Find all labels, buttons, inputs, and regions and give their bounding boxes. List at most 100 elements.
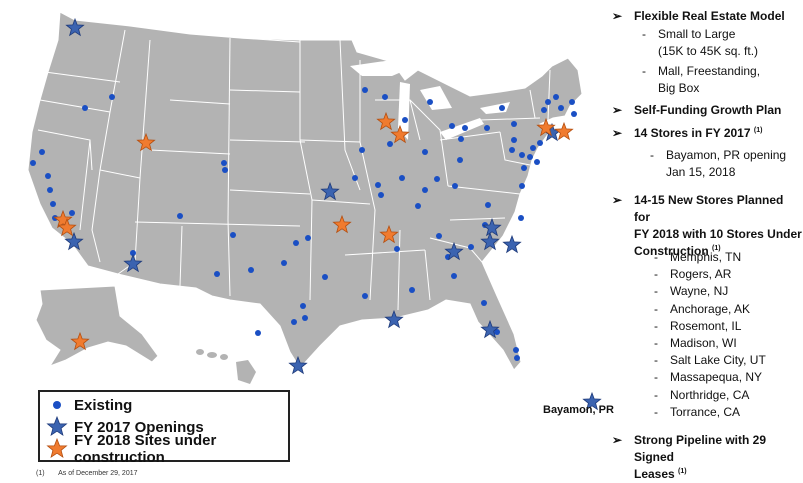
legend-openings-2017: FY 2017 Openings xyxy=(46,416,204,438)
existing-store-dot xyxy=(434,176,440,182)
planned-store-item: - Salt Lake City, UT xyxy=(654,353,766,368)
puerto-rico-label: Bayamon, PR xyxy=(543,404,614,416)
blue-star-icon xyxy=(46,416,68,438)
existing-store-dot xyxy=(451,273,457,279)
existing-store-dot xyxy=(255,330,261,336)
footnote: (1) As of December 29, 2017 xyxy=(36,470,138,477)
existing-store-dot xyxy=(558,105,564,111)
legend-existing-label: Existing xyxy=(74,396,133,414)
planned-store-item: - Rosemont, IL xyxy=(654,318,742,333)
existing-store-dot xyxy=(468,244,474,250)
existing-store-dot xyxy=(30,160,36,166)
fy2018-site-star xyxy=(332,214,352,234)
legend-openings-2017-label: FY 2017 Openings xyxy=(74,418,204,436)
existing-store-dot xyxy=(530,145,536,151)
orange-star-icon xyxy=(46,438,68,460)
planned-store-item: - Rogers, AR xyxy=(654,267,732,282)
existing-store-dot xyxy=(322,274,328,280)
existing-store-dot xyxy=(222,167,228,173)
bullet-title: Self-Funding Growth Plan xyxy=(634,103,782,117)
existing-store-dot xyxy=(230,232,236,238)
existing-store-dot xyxy=(221,160,227,166)
bullet-self-funding: ➢ Self-Funding Growth Plan xyxy=(612,102,781,119)
existing-store-dot xyxy=(402,117,408,123)
chevron-right-icon: ➢ xyxy=(612,103,623,117)
fy2018-site-star xyxy=(536,117,556,137)
fy2017-opening-star xyxy=(64,231,84,251)
existing-store-dot xyxy=(409,287,415,293)
fy2018-site-star xyxy=(57,217,77,237)
existing-store-dot xyxy=(130,250,136,256)
existing-store-dot xyxy=(302,315,308,321)
existing-store-dot xyxy=(39,149,45,155)
existing-store-dot xyxy=(382,94,388,100)
bullet-stores-2017: ➢ 14 Stores in FY 2017 (1) xyxy=(612,126,763,140)
fy2017-opening-star xyxy=(384,309,404,329)
fy2017-opening-star xyxy=(502,234,522,254)
existing-store-dot xyxy=(109,94,115,100)
fy2018-site-star xyxy=(379,224,399,244)
fy2017-opening-star xyxy=(582,391,602,411)
existing-store-dot xyxy=(519,183,525,189)
planned-store-item: - Wayne, NJ xyxy=(654,284,729,299)
planned-store-item: - Torrance, CA xyxy=(654,404,741,419)
fy2018-site-star xyxy=(136,132,156,152)
existing-store-dot xyxy=(47,187,53,193)
planned-store-item: - Northridge, CA xyxy=(654,387,750,402)
fy2018-site-star xyxy=(390,124,410,144)
existing-store-dot xyxy=(177,213,183,219)
fy2018-site-star xyxy=(53,209,73,229)
bullet-sub-item: Big Box xyxy=(658,81,700,95)
existing-store-dot xyxy=(537,140,543,146)
existing-store-dot xyxy=(484,125,490,131)
planned-store-item: - Anchorage, AK xyxy=(654,301,751,316)
legend-existing: Existing xyxy=(46,394,132,416)
existing-store-dot xyxy=(214,271,220,277)
existing-store-dot xyxy=(541,107,547,113)
planned-store-item: - Memphis, TN xyxy=(654,250,742,264)
existing-store-dot xyxy=(69,210,75,216)
existing-store-dot xyxy=(436,233,442,239)
existing-store-dot xyxy=(291,319,297,325)
existing-store-dot xyxy=(248,267,254,273)
existing-store-dot xyxy=(394,246,400,252)
existing-store-dot xyxy=(300,303,306,309)
fy2018-site-star xyxy=(70,331,90,351)
existing-store-dot xyxy=(521,165,527,171)
bullet-new-stores-2018: ➢ 14-15 New Stores Planned for FY 2018 w… xyxy=(612,193,802,258)
legend-sites-2018-label: FY 2018 Sites under construction xyxy=(74,432,217,466)
fy2017-opening-star xyxy=(123,253,143,273)
existing-store-dot xyxy=(281,260,287,266)
existing-store-dot xyxy=(452,183,458,189)
fy2018-site-star xyxy=(554,121,574,141)
existing-store-dot xyxy=(362,293,368,299)
existing-store-dot xyxy=(511,121,517,127)
map-legend: Existing FY 2017 Openings FY 2018 Sites … xyxy=(38,390,290,466)
existing-store-dot xyxy=(305,235,311,241)
existing-store-dot xyxy=(553,94,559,100)
existing-store-dot xyxy=(422,187,428,193)
existing-store-dot xyxy=(518,215,524,221)
existing-store-dot xyxy=(534,159,540,165)
bullet-sub-item: - Mall, Freestanding, xyxy=(642,64,761,78)
fy2017-opening-star xyxy=(65,17,85,37)
fy2017-opening-star xyxy=(320,181,340,201)
existing-store-dot xyxy=(378,192,384,198)
planned-store-item: - Massapequa, NY xyxy=(654,370,763,385)
footnote-text: As of December 29, 2017 xyxy=(58,470,138,477)
existing-store-dot xyxy=(514,355,520,361)
bullet-flexible-real-estate: ➢ Flexible Real Estate Model xyxy=(612,8,785,25)
great-lakes xyxy=(350,60,510,140)
existing-store-dot xyxy=(82,105,88,111)
hawaii-land xyxy=(196,349,256,384)
bullet-sub-item: Jan 15, 2018 xyxy=(666,165,736,179)
fy2017-opening-star xyxy=(480,319,500,339)
existing-store-dot xyxy=(509,147,515,153)
existing-store-dot xyxy=(415,203,421,209)
chevron-right-icon: ➢ xyxy=(612,433,623,447)
fy2017-opening-star xyxy=(482,217,502,237)
legend-sites-2018: FY 2018 Sites under construction xyxy=(46,432,288,466)
existing-store-dot xyxy=(545,99,551,105)
bullet-sub-item: (15K to 45K sq. ft.) xyxy=(658,44,759,58)
existing-store-dot xyxy=(513,347,519,353)
